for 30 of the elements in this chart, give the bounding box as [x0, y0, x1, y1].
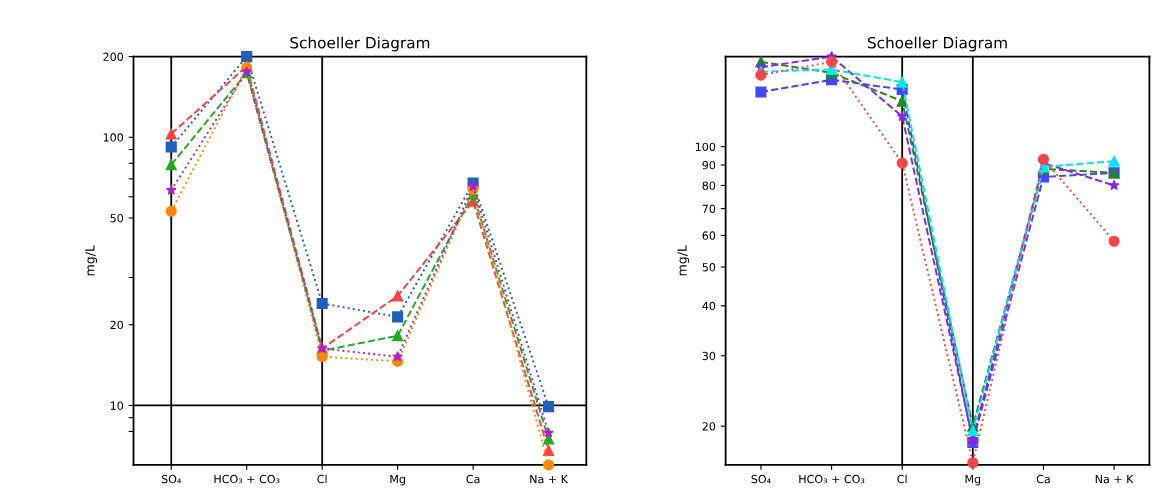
y-tick-label: 50	[110, 214, 124, 223]
x-tick-label: HCO₃ + CO₃	[214, 474, 280, 484]
x-tick-label: Cl	[317, 474, 327, 484]
y-tick-label: 90	[702, 160, 716, 170]
x-tick-label: SO₄	[751, 474, 771, 484]
y-tick-label: 60	[702, 231, 716, 240]
y-tick-label: 50	[702, 263, 716, 272]
x-tick-label: Na + K	[530, 475, 569, 484]
x-tick-label: Na + K	[1095, 475, 1134, 484]
y-tick-label: 200	[103, 52, 124, 61]
x-tick-label: Ca	[466, 474, 480, 484]
y-tick-label: 40	[702, 301, 716, 311]
y-tick-label: 10	[110, 401, 124, 410]
y-tick-label: 20	[110, 320, 124, 330]
x-tick-label: Ca	[1036, 474, 1050, 484]
y-tick-label: 80	[702, 181, 716, 190]
y-axis-title: mg/L	[85, 245, 98, 276]
x-tick-label: HCO₃ + CO₃	[799, 474, 865, 484]
y-tick-label: 100	[103, 133, 124, 142]
chart-title: Schoeller Diagram	[290, 36, 430, 52]
x-tick-label: Cl	[897, 474, 907, 484]
y-axis-title: mg/L	[677, 245, 690, 276]
y-tick-label: 20	[702, 422, 716, 431]
y-tick-label: 30	[702, 351, 716, 361]
x-tick-label: Mg	[965, 475, 981, 486]
y-tick-label: 70	[702, 204, 716, 213]
y-tick-label: 100	[695, 142, 716, 152]
chart-title: Schoeller Diagram	[867, 36, 1007, 52]
x-tick-label: Mg	[390, 475, 405, 486]
x-tick-label: SO₄	[161, 474, 182, 484]
